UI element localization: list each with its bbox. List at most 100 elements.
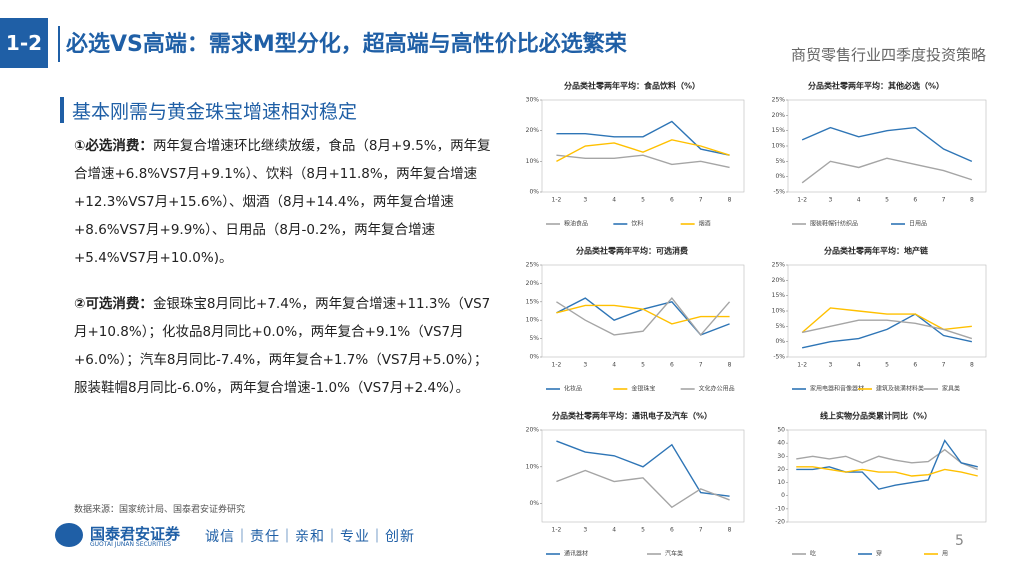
y-tick-label: 0% bbox=[775, 173, 785, 180]
legend-label: 金银珠宝 bbox=[631, 385, 655, 393]
y-tick-label: 0% bbox=[775, 338, 785, 345]
x-tick-label: 5 bbox=[641, 362, 645, 369]
x-tick-label: 6 bbox=[670, 527, 674, 534]
chart-title: 分品类社零两年平均：通讯电子及汽车（%） bbox=[552, 411, 712, 421]
subtitle: 商贸零售行业四季度投资策略 bbox=[790, 46, 986, 64]
y-tick-label: 0% bbox=[529, 354, 539, 361]
plot-frame bbox=[541, 99, 745, 193]
text: 金银珠宝8月同比+7.4%，两年复合增速+11.3%（VS7月+10.8%）；化… bbox=[74, 296, 491, 396]
legend-label: 化妆品 bbox=[564, 385, 582, 393]
x-tick-label: 5 bbox=[885, 362, 889, 369]
x-tick-label: 5 bbox=[641, 197, 645, 204]
y-tick-label: 5% bbox=[529, 335, 539, 342]
y-tick-label: 10 bbox=[777, 479, 785, 486]
chart-title: 分品类社零两年平均：可选消费 bbox=[576, 246, 688, 256]
source: 数据来源：国家统计局、国泰君安证券研究 bbox=[74, 505, 246, 515]
page-number: 5 bbox=[955, 533, 964, 549]
section-title: 基本刚需与黄金珠宝增速相对稳定 bbox=[72, 101, 358, 123]
x-tick-label: 1-2 bbox=[797, 362, 807, 369]
y-tick-label: 25% bbox=[526, 262, 540, 269]
slogan: 诚信｜责任｜亲和｜专业｜创新 bbox=[205, 529, 415, 545]
y-tick-label: 15% bbox=[526, 298, 540, 305]
series-line bbox=[801, 313, 973, 349]
x-tick-label: 3 bbox=[583, 527, 587, 534]
x-tick-label: 1-2 bbox=[552, 197, 562, 204]
series-line bbox=[801, 319, 973, 340]
y-tick-label: -5% bbox=[773, 189, 785, 196]
legend-label: 家具类 bbox=[942, 385, 960, 393]
y-tick-label: 10% bbox=[526, 463, 540, 470]
series-line bbox=[556, 469, 730, 509]
label: ①必选消费： bbox=[74, 138, 153, 154]
legend-label: 穿 bbox=[876, 550, 882, 558]
label: ②可选消费： bbox=[74, 296, 153, 312]
y-tick-label: 0% bbox=[529, 189, 539, 196]
series-line bbox=[556, 139, 730, 162]
y-tick-label: 20% bbox=[772, 112, 786, 119]
logo-icon bbox=[55, 523, 83, 547]
x-tick-label: 8 bbox=[728, 527, 732, 534]
x-tick-label: 6 bbox=[670, 362, 674, 369]
x-tick-label: 7 bbox=[699, 197, 703, 204]
logo-name: 国泰君安证券 bbox=[90, 525, 181, 543]
x-tick-label: 4 bbox=[857, 197, 861, 204]
y-tick-label: 20% bbox=[526, 127, 540, 134]
logo-en: GUOTAI JUNAN SECURITIES bbox=[90, 541, 172, 548]
series-line bbox=[796, 448, 979, 471]
section-bar bbox=[60, 97, 64, 123]
paragraph: ①必选消费：两年复合增速环比继续放缓，食品（8月+9.5%，两年复合增速+6.8… bbox=[74, 132, 494, 272]
x-tick-label: 5 bbox=[885, 197, 889, 204]
y-tick-label: 20% bbox=[772, 277, 786, 284]
legend-label: 服装鞋帽针纺织品 bbox=[810, 220, 858, 228]
y-tick-label: 20% bbox=[526, 427, 540, 434]
paragraph: ②可选消费：金银珠宝8月同比+7.4%，两年复合增速+11.3%（VS7月+10… bbox=[74, 290, 494, 402]
x-tick-label: 1-2 bbox=[552, 362, 562, 369]
y-tick-label: 25% bbox=[772, 97, 786, 104]
y-tick-label: 30 bbox=[777, 453, 785, 460]
series-line bbox=[556, 440, 730, 497]
y-tick-label: 10% bbox=[772, 143, 786, 150]
y-tick-label: 10% bbox=[526, 158, 540, 165]
slide-title: 必选VS高端：需求M型分化，超高端与高性价比必选繁荣 bbox=[66, 32, 627, 57]
legend-label: 汽车类 bbox=[665, 550, 683, 558]
y-tick-label: -10 bbox=[775, 505, 785, 512]
series-line bbox=[796, 466, 978, 477]
x-tick-label: 4 bbox=[612, 527, 616, 534]
series-line bbox=[556, 154, 730, 169]
chart-title: 分品类社零两年平均：其他必选（%） bbox=[808, 81, 944, 91]
y-tick-label: 20% bbox=[526, 280, 540, 287]
y-tick-label: 0 bbox=[781, 492, 785, 499]
x-tick-label: 4 bbox=[857, 362, 861, 369]
x-tick-label: 4 bbox=[612, 197, 616, 204]
x-tick-label: 3 bbox=[583, 362, 587, 369]
plot-frame bbox=[541, 429, 745, 523]
y-tick-label: 5% bbox=[775, 158, 785, 165]
chart-title: 线上实物分品类累计同比（%） bbox=[820, 411, 932, 421]
legend-label: 粮油食品 bbox=[564, 220, 588, 228]
plot-frame bbox=[787, 99, 987, 193]
series-line bbox=[801, 157, 973, 184]
y-tick-label: 25% bbox=[772, 262, 786, 269]
x-tick-label: 8 bbox=[970, 197, 974, 204]
y-tick-label: 5% bbox=[775, 323, 785, 330]
legend-label: 日用品 bbox=[909, 221, 927, 228]
x-tick-label: 4 bbox=[612, 362, 616, 369]
x-tick-label: 7 bbox=[942, 197, 946, 204]
y-tick-label: 20 bbox=[777, 466, 785, 473]
legend-label: 饮料 bbox=[631, 220, 643, 228]
y-tick-label: 10% bbox=[772, 308, 786, 315]
x-tick-label: 8 bbox=[728, 197, 732, 204]
y-tick-label: 15% bbox=[772, 127, 786, 134]
y-tick-label: -5% bbox=[773, 354, 785, 361]
legend-label: 烟酒 bbox=[699, 220, 711, 228]
series-line bbox=[796, 439, 978, 490]
series-line bbox=[556, 304, 730, 325]
x-tick-label: 3 bbox=[829, 197, 833, 204]
y-tick-label: 10% bbox=[526, 317, 540, 324]
legend-label: 通讯器材 bbox=[564, 550, 588, 558]
x-tick-label: 8 bbox=[970, 362, 974, 369]
chart-title: 分品类社零两年平均：食品饮料（%） bbox=[564, 81, 700, 91]
x-tick-label: 8 bbox=[728, 362, 732, 369]
legend-label: 文化办公用品 bbox=[699, 385, 735, 393]
